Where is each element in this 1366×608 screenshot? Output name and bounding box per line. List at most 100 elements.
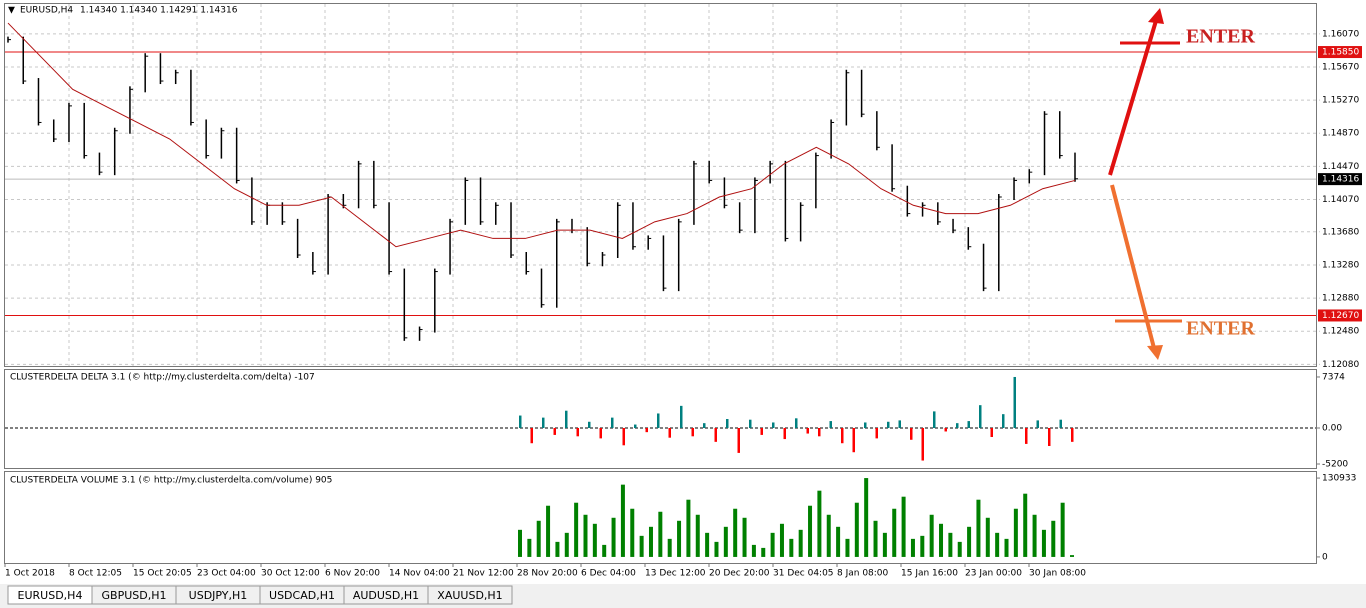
volume-bar: [1041, 529, 1046, 557]
x-tick-label: 30 Jan 08:00: [1029, 569, 1086, 579]
y-tick-label: 7374: [1322, 372, 1345, 382]
delta-bar: [795, 418, 798, 429]
delta-bar: [588, 421, 591, 429]
y-tick-label: 0: [1322, 552, 1328, 562]
delta-bar: [668, 428, 671, 438]
volume-bar: [1004, 538, 1009, 557]
y-tick-label: 1.14470: [1322, 162, 1359, 172]
delta-bar: [772, 422, 775, 429]
volume-bar: [1013, 508, 1018, 557]
delta-bar: [691, 428, 694, 437]
volume-bar: [976, 499, 981, 557]
up-arrow: [1108, 13, 1160, 176]
volume-bar: [677, 520, 682, 557]
delta-bar: [553, 428, 556, 435]
delta-bar: [760, 428, 763, 435]
tab-label[interactable]: USDJPY,H1: [189, 589, 248, 602]
delta-bar: [634, 424, 637, 429]
y-tick-label: 0.00: [1322, 424, 1342, 434]
tab[interactable]: [427, 585, 513, 605]
volume-bar: [836, 526, 841, 557]
down-arrowhead: [1147, 345, 1163, 360]
volume-title: CLUSTERDELTA VOLUME 3.1 (© http://my.clu…: [10, 476, 332, 486]
delta-bar: [933, 411, 936, 429]
x-tick-label: 31 Dec 04:05: [773, 569, 834, 579]
tabs: EURUSD,H4 GBPUSD,H1 USDJPY,H1 USDCAD,H1 AUDU…: [7, 585, 513, 605]
volume-bar: [817, 490, 822, 557]
y-tick-label: 1.13280: [1322, 260, 1359, 270]
volume-bar: [1023, 493, 1028, 557]
tab-label[interactable]: AUDUSD,H1: [353, 589, 419, 602]
y-tick-label: 1.13680: [1322, 227, 1359, 237]
tab-label[interactable]: EURUSD,H4: [18, 589, 83, 602]
delta-bar: [818, 428, 821, 437]
delta-bar: [1002, 414, 1005, 429]
x-tick-label: 15 Jan 16:00: [901, 569, 958, 579]
volume-bar: [518, 529, 522, 557]
volume-bar: [705, 532, 710, 557]
x-tick-label: 21 Nov 12:00: [453, 569, 514, 579]
volume-bar: [910, 538, 915, 557]
volume-bar: [630, 508, 635, 557]
tab-label[interactable]: USDCAD,H1: [269, 589, 335, 602]
delta-bar: [841, 428, 844, 444]
y-tick-label: 130933: [1322, 474, 1356, 484]
x-tick-label: 30 Oct 12:00: [261, 569, 320, 579]
volume-bar: [845, 538, 850, 557]
delta-bar: [806, 428, 809, 434]
level-label: 1.12670: [1322, 311, 1359, 321]
current-price-tag: [1318, 173, 1362, 186]
y-tick-label: 1.15270: [1322, 96, 1359, 106]
delta-bar: [1059, 419, 1062, 429]
tab-label[interactable]: XAUUSD,H1: [437, 589, 502, 602]
volume-bar: [620, 484, 625, 557]
volume-bar: [939, 523, 944, 557]
volume-bar: [929, 514, 934, 557]
volume-bar: [733, 508, 738, 557]
delta-bar: [910, 428, 913, 440]
volume-bar: [592, 523, 597, 557]
volume-bar: [873, 520, 878, 557]
marks: 1.15850 1.12670 1.14316: [5, 22, 1362, 557]
y-tick-label: 1.14070: [1322, 195, 1359, 205]
delta-bar: [1048, 428, 1051, 446]
volume-bar: [527, 538, 532, 557]
y-tick-label: -5200: [1322, 459, 1348, 469]
volume-bar: [583, 514, 588, 557]
delta-bar: [680, 405, 683, 429]
volume-bar: [1032, 514, 1037, 557]
grid: 1.16070 1.15670 1.15270 1.14870 1.14470 1.140…: [4, 4, 1359, 579]
menu-arrow[interactable]: ▼: [8, 6, 15, 16]
y-tick-label: 1.12880: [1322, 294, 1359, 304]
volume-bar: [602, 544, 607, 557]
delta-bar: [726, 419, 729, 429]
delta-bar: [990, 428, 993, 437]
level-tag: [1318, 46, 1362, 59]
x-tick-label: 13 Dec 12:00: [645, 569, 706, 579]
x-tick-label: 23 Jan 00:00: [965, 569, 1022, 579]
x-tick-label: 6 Nov 20:00: [325, 569, 380, 579]
delta-bar: [657, 413, 660, 429]
delta-bar: [565, 410, 568, 429]
x-tick-label: 15 Oct 20:05: [133, 569, 192, 579]
volume-bar: [882, 532, 887, 557]
volume-bar: [761, 547, 766, 557]
delta-bar: [645, 428, 648, 433]
volume-bar: [686, 499, 691, 557]
volume-bar: [808, 505, 813, 557]
volume-bar: [864, 478, 869, 557]
volume-bar: [957, 541, 962, 557]
tab-label[interactable]: GBPUSD,H1: [102, 589, 167, 602]
delta-bar: [749, 419, 752, 429]
delta-bar: [576, 428, 579, 437]
volume-bar: [1051, 520, 1056, 557]
volume-bar: [920, 535, 925, 557]
quote: 1.14340 1.14340 1.14291 1.14316: [80, 6, 238, 16]
volume-bar: [770, 532, 775, 557]
volume-bar: [985, 517, 990, 557]
volume-bar: [1070, 555, 1074, 557]
delta-bar: [1025, 428, 1028, 444]
delta-bar: [611, 417, 614, 429]
volume-bar: [826, 514, 831, 557]
